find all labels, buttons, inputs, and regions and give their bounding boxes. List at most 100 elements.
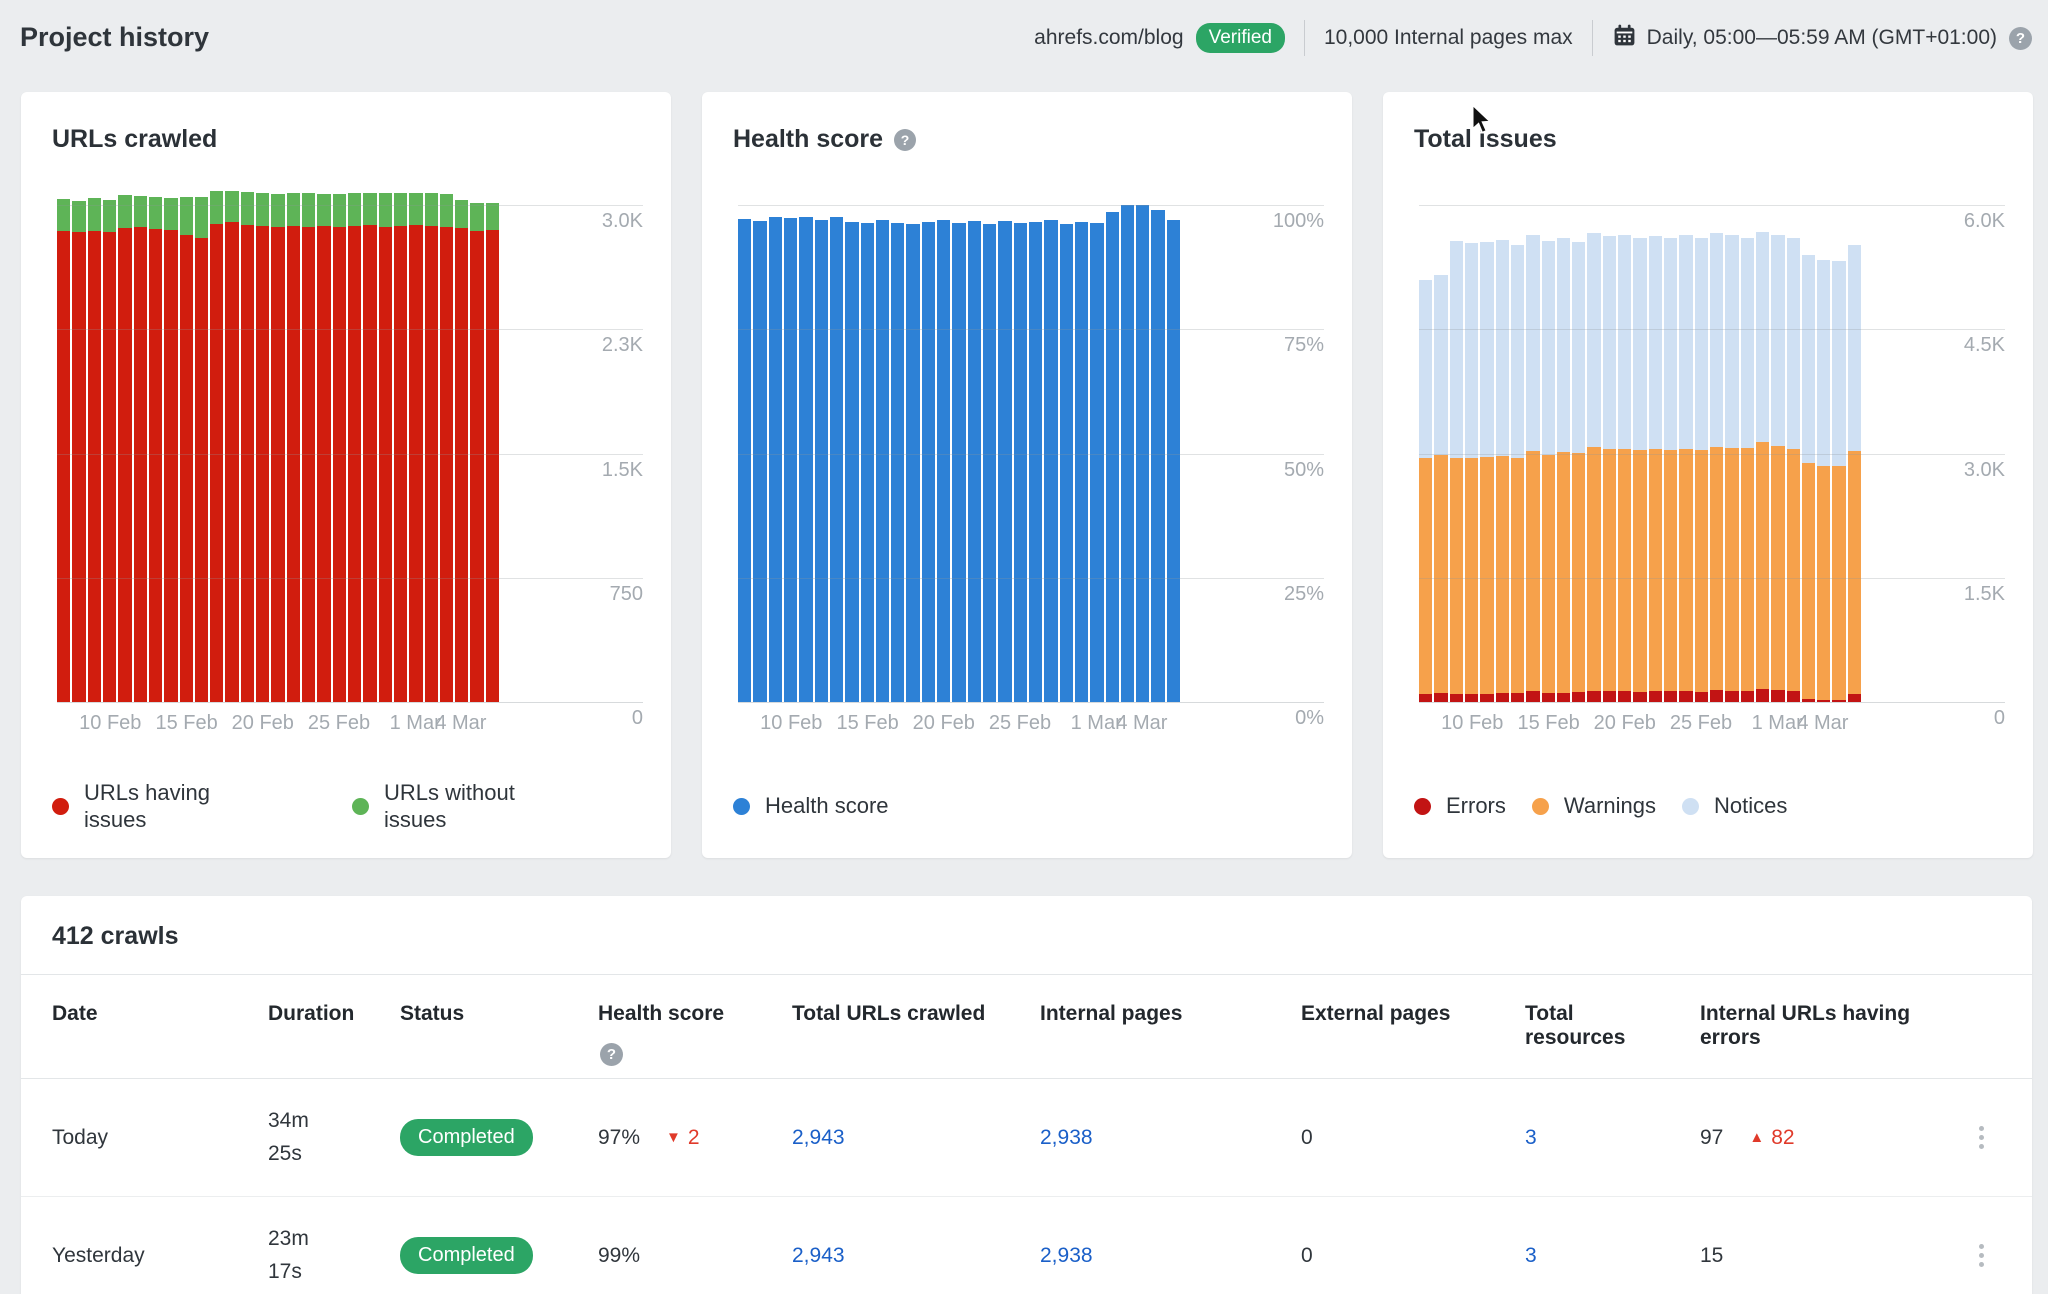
bar[interactable] <box>860 223 874 702</box>
bar[interactable] <box>1105 212 1119 702</box>
legend-item[interactable]: URLs without issues <box>352 779 652 834</box>
bar[interactable] <box>1449 241 1463 702</box>
legend-item[interactable]: Errors <box>1414 793 1506 819</box>
bar[interactable] <box>906 224 920 702</box>
bar[interactable] <box>1013 222 1027 702</box>
bar[interactable] <box>1740 238 1754 702</box>
bar[interactable] <box>1419 279 1433 702</box>
bar[interactable] <box>102 200 117 702</box>
bar[interactable] <box>1633 238 1647 702</box>
bar[interactable] <box>210 191 224 702</box>
bar[interactable] <box>1618 234 1632 702</box>
bar[interactable] <box>799 216 813 702</box>
bar[interactable] <box>1495 239 1509 702</box>
bar[interactable] <box>1786 238 1800 702</box>
bar[interactable] <box>738 218 752 702</box>
legend-item[interactable]: Notices <box>1682 793 1787 819</box>
bar[interactable] <box>424 193 438 702</box>
bar[interactable] <box>1526 234 1540 702</box>
bar[interactable] <box>378 193 392 702</box>
bar[interactable] <box>194 197 209 702</box>
bar[interactable] <box>363 193 377 702</box>
legend-item[interactable]: Health score <box>733 793 889 819</box>
bar[interactable] <box>1136 205 1150 702</box>
bar[interactable] <box>1074 221 1089 702</box>
bar[interactable] <box>118 194 132 702</box>
bar[interactable] <box>1602 236 1617 702</box>
bar[interactable] <box>470 203 484 702</box>
bar[interactable] <box>937 220 951 702</box>
bar[interactable] <box>1771 234 1785 702</box>
bar[interactable] <box>1725 234 1739 702</box>
bar[interactable] <box>1541 241 1555 702</box>
bar[interactable] <box>164 198 178 702</box>
bar[interactable] <box>455 199 469 702</box>
bar[interactable] <box>1044 220 1058 702</box>
urls-crawled-plot[interactable]: 3.0K 2.3K 1.5K 750 0 10 Feb 15 Feb 20 Feb 25 Feb… <box>57 190 643 734</box>
bar[interactable] <box>148 196 163 702</box>
bar[interactable] <box>1572 241 1586 702</box>
bar[interactable] <box>271 194 285 702</box>
bar[interactable] <box>1090 222 1104 702</box>
bar[interactable] <box>240 192 255 702</box>
bar[interactable] <box>1587 233 1601 702</box>
total-urls-crawled-link-value[interactable]: 2,943 <box>792 1125 845 1149</box>
bar[interactable] <box>998 220 1012 702</box>
bar[interactable] <box>133 196 147 702</box>
bar[interactable] <box>875 219 890 702</box>
bar[interactable] <box>317 193 331 702</box>
bar[interactable] <box>1480 241 1494 702</box>
bar[interactable] <box>1817 259 1831 702</box>
bar[interactable] <box>1028 221 1043 702</box>
bar[interactable] <box>983 223 997 702</box>
bar[interactable] <box>1709 233 1724 702</box>
internal-pages-link-value[interactable]: 2,938 <box>1040 1125 1093 1149</box>
total-resources-link-value[interactable]: 3 <box>1525 1125 1537 1149</box>
bar[interactable] <box>1801 254 1816 702</box>
bar[interactable] <box>1832 261 1846 702</box>
kebab-menu-icon[interactable] <box>1964 1236 1998 1276</box>
bar[interactable] <box>921 221 936 702</box>
bar[interactable] <box>845 221 859 702</box>
bar[interactable] <box>1434 274 1448 702</box>
total-issues-plot[interactable]: 6.0K 4.5K 3.0K 1.5K 0 10 Feb 15 Feb 20 Feb 25 Fe… <box>1419 205 2005 734</box>
legend-item[interactable]: Warnings <box>1531 793 1656 819</box>
bar[interactable] <box>332 194 346 702</box>
bar[interactable] <box>967 221 981 702</box>
bar[interactable] <box>814 219 828 702</box>
bar[interactable] <box>57 199 71 702</box>
bar[interactable] <box>891 222 905 702</box>
bar[interactable] <box>485 203 500 702</box>
bar[interactable] <box>1151 210 1165 702</box>
bar[interactable] <box>768 217 782 702</box>
health-score-plot[interactable]: 100% 75% 50% 25% 0% 10 Feb 15 Feb 20 Feb 25 Feb 1… <box>738 205 1324 734</box>
bar[interactable] <box>409 192 423 702</box>
kebab-menu-icon[interactable] <box>1964 1118 1998 1158</box>
total-urls-crawled-link-value[interactable]: 2,943 <box>792 1243 845 1267</box>
bar[interactable] <box>225 190 239 702</box>
bar[interactable] <box>1166 219 1181 702</box>
bar[interactable] <box>1120 205 1135 702</box>
bar[interactable] <box>1679 234 1693 702</box>
bar[interactable] <box>1556 238 1571 702</box>
bar[interactable] <box>393 193 408 702</box>
bar[interactable] <box>179 196 193 702</box>
bar[interactable] <box>72 201 86 702</box>
bar[interactable] <box>439 194 454 702</box>
bar[interactable] <box>829 217 844 702</box>
total-resources-link-value[interactable]: 3 <box>1525 1243 1537 1267</box>
bar[interactable] <box>87 198 101 702</box>
bar[interactable] <box>952 222 966 702</box>
schedule-help-icon[interactable]: ? <box>2009 26 2032 50</box>
bar[interactable] <box>783 217 798 702</box>
bar[interactable] <box>753 220 767 702</box>
bar[interactable] <box>302 193 316 702</box>
bar[interactable] <box>1694 238 1708 702</box>
bar[interactable] <box>256 193 270 702</box>
bar[interactable] <box>1648 236 1662 702</box>
bar[interactable] <box>1464 243 1479 702</box>
bar[interactable] <box>1664 238 1678 702</box>
bar[interactable] <box>1755 231 1770 702</box>
bar[interactable] <box>286 193 300 702</box>
bar[interactable] <box>1059 223 1073 702</box>
